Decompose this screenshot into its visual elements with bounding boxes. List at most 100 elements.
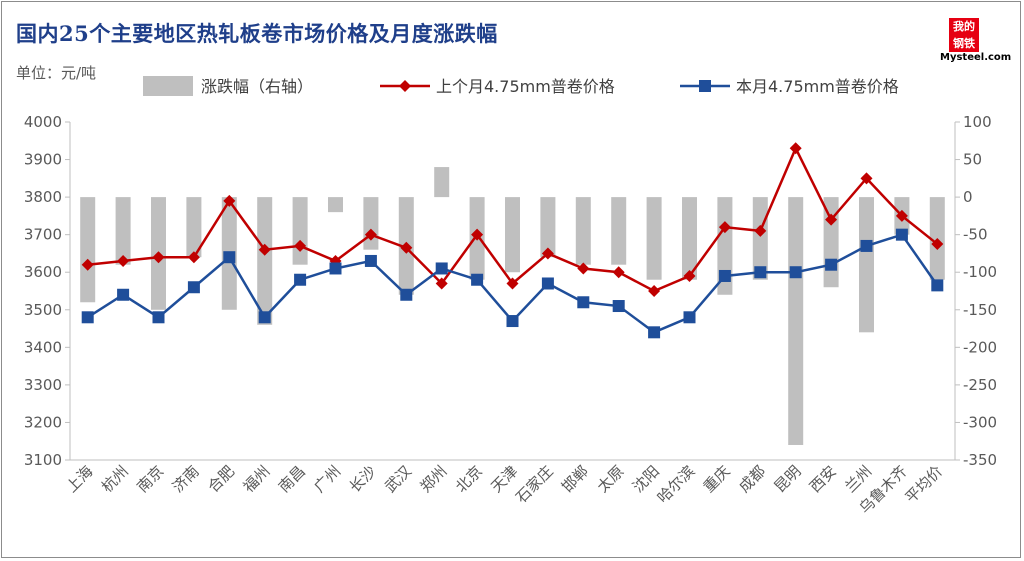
point-last-month bbox=[81, 258, 94, 271]
point-last-month bbox=[506, 277, 519, 290]
point-last-month bbox=[294, 239, 307, 252]
point-this-month bbox=[577, 296, 590, 309]
bar-change bbox=[682, 197, 697, 280]
x-category-label: 广州 bbox=[310, 462, 344, 496]
point-this-month bbox=[718, 269, 731, 282]
x-category-label: 郑州 bbox=[417, 462, 451, 496]
bar-change bbox=[859, 197, 874, 333]
y-right-tick-label: -150 bbox=[963, 301, 997, 319]
point-last-month bbox=[895, 209, 908, 222]
x-category-label: 重庆 bbox=[700, 462, 734, 496]
point-last-month bbox=[577, 262, 590, 275]
x-category-label: 福州 bbox=[240, 462, 274, 496]
y-right-tick-label: 50 bbox=[963, 151, 982, 169]
point-last-month bbox=[754, 224, 767, 237]
point-this-month bbox=[329, 262, 342, 275]
y-left-tick-label: 3700 bbox=[24, 226, 62, 244]
x-category-label: 武汉 bbox=[381, 462, 415, 496]
point-last-month bbox=[187, 251, 200, 264]
y-right-tick-label: 0 bbox=[963, 188, 973, 206]
bar-change bbox=[575, 197, 591, 265]
bar-change bbox=[788, 197, 804, 445]
point-this-month bbox=[400, 288, 413, 301]
bar-change bbox=[80, 197, 96, 303]
bar-change bbox=[292, 197, 308, 265]
bar-change bbox=[363, 197, 379, 250]
point-this-month bbox=[471, 273, 484, 286]
point-this-month bbox=[81, 311, 94, 324]
bar-change bbox=[257, 197, 273, 325]
point-this-month bbox=[117, 288, 130, 301]
y-right-tick-label: -300 bbox=[963, 413, 997, 431]
y-left-tick-label: 3900 bbox=[24, 151, 62, 169]
point-last-month bbox=[683, 269, 696, 282]
y-left-tick-label: 3500 bbox=[24, 301, 62, 319]
point-this-month bbox=[258, 311, 271, 324]
point-last-month bbox=[541, 247, 554, 260]
point-this-month bbox=[612, 300, 625, 313]
point-last-month bbox=[789, 142, 802, 155]
legend-swatch-bar bbox=[143, 76, 193, 96]
legend-swatch-this-month-marker bbox=[699, 80, 711, 92]
point-last-month bbox=[860, 172, 873, 185]
point-last-month bbox=[400, 241, 413, 254]
logo-mark: 我的 钢铁 bbox=[949, 18, 979, 52]
legend-swatch-last-month-marker bbox=[399, 80, 411, 92]
point-last-month bbox=[435, 277, 448, 290]
point-this-month bbox=[223, 251, 236, 264]
point-this-month bbox=[754, 266, 767, 279]
y-right-tick-label: -100 bbox=[963, 263, 997, 281]
x-category-label: 北京 bbox=[452, 462, 486, 496]
point-this-month bbox=[364, 254, 377, 267]
bar-change bbox=[752, 197, 768, 280]
y-right-tick-label: -200 bbox=[963, 338, 997, 356]
point-this-month bbox=[825, 258, 838, 271]
legend-label-last-month: 上个月4.75mm普卷价格 bbox=[436, 77, 615, 96]
point-this-month bbox=[541, 277, 554, 290]
unit-label: 单位：元/吨 bbox=[16, 64, 97, 82]
point-this-month bbox=[294, 273, 307, 286]
x-category-label: 济南 bbox=[169, 462, 203, 496]
point-this-month bbox=[789, 266, 802, 279]
x-category-label: 杭州 bbox=[98, 462, 132, 496]
y-left-tick-label: 4000 bbox=[24, 113, 62, 131]
x-category-label: 平均价 bbox=[902, 462, 947, 507]
x-category-label: 合肥 bbox=[204, 462, 238, 496]
bar-change bbox=[328, 197, 343, 213]
bar-change bbox=[505, 197, 520, 273]
bar-change bbox=[115, 197, 131, 265]
mysteel-logo: 我的 钢铁 Mysteel.com bbox=[940, 18, 1011, 68]
point-last-month bbox=[223, 194, 236, 207]
point-last-month bbox=[471, 228, 484, 241]
y-right-tick-label: -50 bbox=[963, 226, 988, 244]
y-left-tick-label: 3100 bbox=[24, 451, 62, 469]
point-this-month bbox=[895, 228, 908, 241]
logo-line2: 钢铁 bbox=[953, 37, 975, 50]
x-category-label: 长沙 bbox=[346, 462, 380, 496]
bar-change bbox=[434, 167, 450, 198]
point-last-month bbox=[364, 228, 377, 241]
x-category-label: 太原 bbox=[594, 462, 628, 496]
x-category-label: 西安 bbox=[806, 462, 840, 496]
point-this-month bbox=[435, 262, 448, 275]
point-this-month bbox=[152, 311, 165, 324]
y-left-tick-label: 3800 bbox=[24, 188, 62, 206]
x-category-label: 哈尔滨 bbox=[654, 462, 699, 507]
point-this-month bbox=[860, 239, 873, 252]
point-last-month bbox=[117, 254, 130, 267]
point-last-month bbox=[825, 213, 838, 226]
bar-change bbox=[646, 197, 662, 280]
x-category-label: 成都 bbox=[735, 462, 769, 496]
logo-line1: 我的 bbox=[953, 20, 975, 33]
point-this-month bbox=[931, 279, 944, 292]
x-category-label: 南昌 bbox=[275, 462, 309, 496]
point-this-month bbox=[506, 315, 519, 328]
bar-change bbox=[540, 197, 556, 258]
x-category-label: 上海 bbox=[63, 462, 97, 496]
y-right-tick-label: -250 bbox=[963, 376, 997, 394]
point-this-month bbox=[648, 326, 661, 339]
point-last-month bbox=[152, 251, 165, 264]
y-left-tick-label: 3200 bbox=[24, 413, 62, 431]
x-category-label: 邯郸 bbox=[558, 462, 592, 496]
